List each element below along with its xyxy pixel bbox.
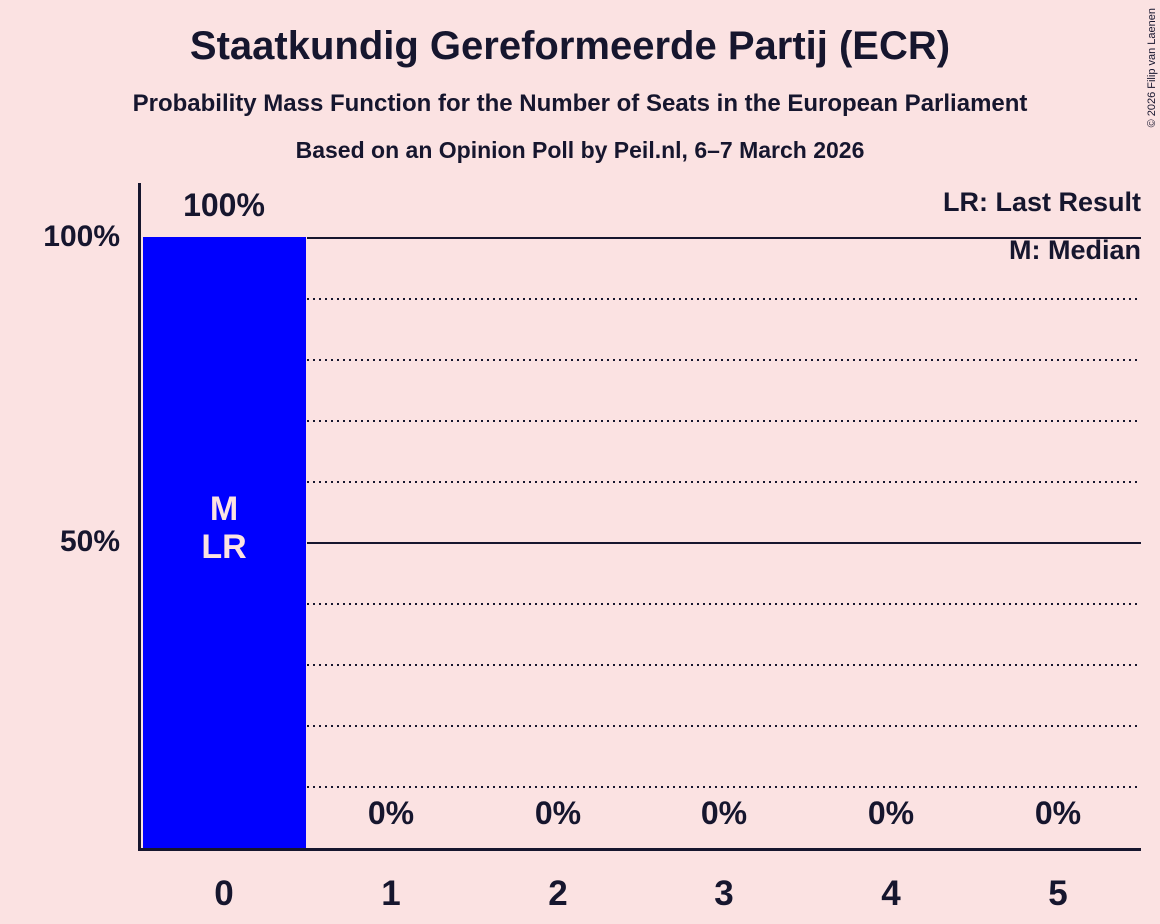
last-result-marker-label: LR [201,528,247,566]
value-label-seats-3: 0% [700,795,748,831]
copyright-notice: © 2026 Filip van Laenen [1146,8,1158,128]
plot-area: M LR 100% 0% 0% 0% 0% 0% 0 1 2 3 4 5 [138,183,1141,913]
gridline-80pct [307,359,1141,361]
value-label-seats-1: 0% [367,795,415,831]
gridline-70pct [307,420,1141,422]
gridline-20pct [307,725,1141,727]
value-label-seats-4: 0% [867,795,915,831]
y-axis-label-100: 100% [43,220,120,253]
gridline-10pct [307,786,1141,788]
gridline-90pct [307,298,1141,300]
gridline-30pct [307,664,1141,666]
x-tick-3: 3 [714,874,734,913]
chart-subtitle: Probability Mass Function for the Number… [132,90,1028,117]
poll-source-line: Based on an Opinion Poll by Peil.nl, 6–7… [295,137,865,163]
y-axis-label-50: 50% [59,525,120,558]
legend-entry-last-result: LR: Last Result [942,187,1141,217]
x-tick-5: 5 [1048,874,1068,913]
value-label-seats-0: 100% [183,187,265,223]
gridline-100pct [307,237,1141,239]
chart-title: Staatkundig Gereformeerde Partij (ECR) [189,24,951,68]
x-tick-4: 4 [881,874,901,913]
gridline-60pct [307,481,1141,483]
bar-seats-0 [143,237,306,848]
gridline-50pct [307,542,1141,544]
x-tick-1: 1 [381,874,401,913]
x-tick-2: 2 [548,874,568,913]
x-tick-0: 0 [214,874,234,913]
gridline-40pct [307,603,1141,605]
median-marker-label: M [209,490,239,528]
bar-median-lastresult-annotation: M LR [201,490,246,566]
legend-entry-median: M: Median [1009,235,1141,265]
value-label-seats-5: 0% [1034,795,1082,831]
value-label-seats-2: 0% [534,795,582,831]
